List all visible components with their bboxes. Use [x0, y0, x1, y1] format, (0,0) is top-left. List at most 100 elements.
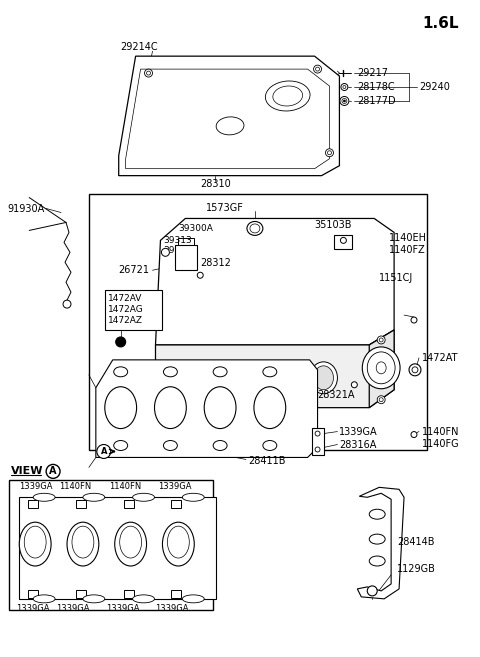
Ellipse shape [216, 117, 244, 135]
Ellipse shape [72, 526, 94, 558]
Ellipse shape [167, 362, 194, 394]
Ellipse shape [266, 366, 286, 390]
Bar [335, 235, 352, 250]
Circle shape [97, 445, 111, 459]
Text: 1140FN: 1140FN [109, 482, 141, 491]
Circle shape [412, 367, 418, 373]
Circle shape [342, 99, 347, 103]
Text: 29214C: 29214C [120, 42, 158, 52]
Polygon shape [126, 69, 329, 169]
Ellipse shape [132, 595, 155, 603]
Ellipse shape [115, 522, 146, 566]
Ellipse shape [67, 522, 99, 566]
Ellipse shape [247, 221, 263, 235]
Polygon shape [96, 360, 318, 457]
Circle shape [340, 237, 347, 243]
Ellipse shape [263, 367, 277, 377]
Text: 1472AT: 1472AT [422, 353, 458, 363]
Circle shape [379, 338, 383, 342]
Text: 1573GF: 1573GF [206, 202, 244, 212]
Text: 1472AZ: 1472AZ [108, 315, 143, 325]
Text: 1339GA: 1339GA [106, 604, 139, 614]
Ellipse shape [213, 367, 227, 377]
Text: 28178C: 28178C [357, 82, 395, 92]
Circle shape [161, 248, 169, 256]
Circle shape [377, 336, 385, 344]
Text: 26721: 26721 [119, 265, 150, 275]
Ellipse shape [162, 522, 194, 566]
Ellipse shape [265, 81, 310, 111]
Text: 1129GB: 1129GB [397, 564, 436, 574]
Ellipse shape [214, 362, 242, 394]
Text: 1140FN: 1140FN [422, 426, 459, 436]
Bar [19, 497, 216, 599]
Ellipse shape [83, 493, 105, 501]
Circle shape [411, 432, 417, 438]
Text: 1151CJ: 1151CJ [379, 273, 413, 283]
Ellipse shape [24, 526, 46, 558]
Text: 28177D: 28177D [357, 96, 396, 106]
Bar [28, 500, 38, 509]
Text: 1140EH: 1140EH [389, 233, 427, 243]
Text: 35103B: 35103B [314, 221, 352, 231]
Bar [175, 245, 197, 270]
Ellipse shape [376, 362, 386, 374]
Bar [105, 290, 162, 330]
Ellipse shape [218, 366, 238, 390]
Circle shape [379, 397, 383, 401]
Text: 1339GA: 1339GA [339, 426, 378, 436]
Circle shape [343, 85, 346, 89]
Bar [76, 590, 86, 598]
Ellipse shape [250, 224, 260, 233]
Ellipse shape [105, 387, 137, 428]
Text: 1339GA: 1339GA [19, 482, 53, 491]
Bar [171, 590, 181, 598]
Text: 1140FG: 1140FG [422, 438, 459, 449]
Text: 28414B: 28414B [397, 537, 434, 547]
Ellipse shape [367, 352, 395, 384]
Bar [124, 590, 133, 598]
Text: 1140FN: 1140FN [59, 482, 91, 491]
Circle shape [409, 364, 421, 376]
Ellipse shape [182, 595, 204, 603]
Circle shape [146, 71, 151, 75]
Ellipse shape [164, 441, 178, 451]
Circle shape [340, 97, 349, 105]
Text: 39313: 39313 [164, 246, 192, 255]
Ellipse shape [19, 522, 51, 566]
Bar [9, 480, 213, 610]
Bar [171, 500, 181, 509]
Text: 29217: 29217 [357, 68, 388, 78]
Text: 91930A: 91930A [7, 204, 45, 214]
Ellipse shape [33, 493, 55, 501]
Bar [312, 428, 324, 455]
Text: 1472AV: 1472AV [108, 294, 142, 303]
Ellipse shape [263, 441, 277, 451]
Polygon shape [369, 330, 394, 407]
Circle shape [313, 65, 322, 73]
Bar [76, 500, 86, 509]
Polygon shape [357, 487, 404, 599]
Circle shape [144, 69, 153, 77]
Ellipse shape [362, 347, 400, 389]
Bar [179, 238, 194, 248]
Polygon shape [156, 219, 394, 345]
Text: 28411B: 28411B [248, 457, 286, 466]
Ellipse shape [164, 367, 178, 377]
Ellipse shape [182, 493, 204, 501]
Text: 39313: 39313 [164, 236, 192, 245]
Ellipse shape [369, 534, 385, 544]
Circle shape [315, 447, 320, 452]
Ellipse shape [273, 86, 302, 106]
Circle shape [315, 67, 320, 71]
Circle shape [341, 83, 348, 91]
Text: 28316A: 28316A [339, 440, 377, 449]
Ellipse shape [313, 366, 334, 390]
Ellipse shape [114, 441, 128, 451]
Text: 28310: 28310 [200, 179, 230, 189]
Circle shape [351, 382, 357, 388]
Circle shape [411, 317, 417, 323]
Ellipse shape [155, 387, 186, 428]
Ellipse shape [262, 362, 290, 394]
Ellipse shape [132, 493, 155, 501]
